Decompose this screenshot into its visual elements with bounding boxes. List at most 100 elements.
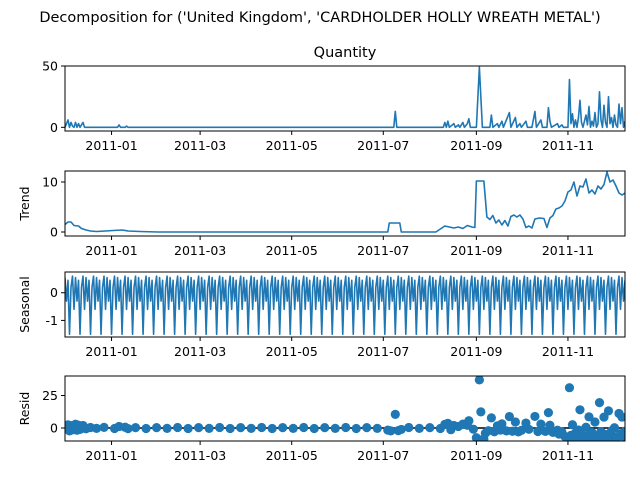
x-tick-label: 2011-09	[450, 138, 502, 153]
resid-point	[123, 424, 133, 434]
x-tick-label: 2011-03	[174, 448, 226, 463]
resid-point	[497, 419, 507, 429]
resid-point	[204, 423, 214, 433]
resid-point	[603, 406, 614, 416]
y-axis-label: Trend	[17, 186, 32, 221]
plot-area	[65, 171, 625, 233]
resid-point	[330, 423, 340, 433]
resid-point	[524, 424, 534, 434]
resid-point	[584, 412, 594, 422]
x-tick-label: 2011-05	[266, 448, 318, 463]
resid-point	[510, 417, 520, 427]
resid-point	[414, 423, 424, 433]
y-tick-label: 50	[42, 59, 58, 74]
resid-point	[504, 411, 514, 422]
resid-point	[620, 426, 625, 436]
y-tick-label: 0	[50, 120, 58, 135]
resid-point	[91, 423, 102, 433]
resid-point	[609, 423, 620, 433]
resid-point	[575, 405, 585, 415]
panel-4: Resid 0 25 2011-01 2011-03 2011-05 2011-07 2011…	[17, 375, 626, 463]
x-tick-label: 2011-09	[450, 448, 502, 463]
x-tick-label: 2011-03	[174, 344, 226, 359]
x-tick-label: 2011-09	[450, 344, 502, 359]
y-axis-label: Resid	[17, 392, 32, 426]
resid-point	[476, 407, 486, 417]
x-tick-label: 2011-03	[174, 243, 226, 258]
x-tick-label: 2011-07	[357, 243, 409, 258]
resid-point	[236, 423, 246, 433]
series-line	[65, 66, 625, 129]
x-tick-label: 2011-01	[85, 138, 137, 153]
resid-point	[225, 423, 235, 434]
resid-point	[543, 408, 554, 418]
y-tick-label: -1	[46, 313, 58, 328]
resid-point	[533, 426, 543, 437]
resid-point	[468, 424, 478, 434]
resid-point	[141, 423, 151, 434]
x-tick-label: 2011-07	[357, 138, 409, 153]
y-tick-label: 25	[42, 388, 58, 403]
x-tick-label: 2011-11	[542, 448, 594, 463]
resid-point	[486, 413, 496, 423]
resid-point	[183, 423, 193, 434]
x-tick-label: 2011-03	[174, 138, 226, 153]
plot-area	[65, 66, 625, 129]
panel-1: Quantity 0 50 2011-01 2011-03 2011-05 2011-07 2…	[42, 45, 626, 153]
resid-point	[516, 425, 527, 435]
resid-point	[278, 423, 288, 433]
panels-group: Quantity 0 50 2011-01 2011-03 2011-05 2011-07 2…	[17, 45, 626, 463]
resid-point	[341, 422, 351, 433]
plot-area	[65, 376, 625, 441]
x-tick-label: 2011-09	[450, 243, 502, 258]
resid-point	[173, 422, 183, 433]
x-tick-label: 2011-05	[266, 243, 318, 258]
x-tick-label: 2011-07	[357, 344, 409, 359]
resid-point	[130, 423, 141, 433]
resid-point	[351, 423, 361, 434]
x-tick-label: 2011-01	[85, 344, 137, 359]
series-line	[65, 275, 625, 336]
resid-point	[99, 422, 109, 432]
resid-point	[474, 376, 484, 385]
resid-point	[617, 412, 625, 422]
resid-point	[567, 420, 578, 430]
resid-point	[545, 420, 555, 430]
resid-point	[536, 419, 546, 429]
plot-area	[65, 275, 625, 336]
resid-point	[590, 417, 600, 427]
resid-point	[581, 422, 591, 432]
resid-point	[530, 411, 540, 422]
x-tick-label: 2011-05	[266, 344, 318, 359]
x-tick-label: 2011-07	[357, 448, 409, 463]
x-tick-label: 2011-11	[542, 138, 594, 153]
y-tick-label: 0	[50, 421, 58, 436]
resid-point	[257, 422, 267, 433]
axes-frame	[64, 375, 626, 442]
resid-point	[564, 383, 575, 393]
resid-point	[320, 423, 330, 433]
resid-point	[299, 422, 309, 433]
resid-point	[215, 422, 225, 433]
resid-point	[396, 424, 406, 435]
axes-frame	[64, 65, 626, 132]
resid-point	[404, 422, 414, 433]
resid-point	[151, 423, 162, 433]
y-tick-label: 10	[42, 175, 58, 190]
resid-point	[162, 423, 172, 433]
resid-point	[246, 423, 256, 433]
x-tick-label: 2011-05	[266, 138, 318, 153]
panel-2: Trend 0 10 2011-01 2011-03 2011-05 2011-07 2011…	[17, 170, 626, 258]
x-tick-label: 2011-11	[542, 243, 594, 258]
y-tick-label: 0	[50, 285, 58, 300]
figure-suptitle: Decomposition for ('United Kingdom', 'CA…	[39, 10, 600, 26]
resid-point	[309, 423, 319, 434]
resid-point	[267, 423, 277, 434]
y-tick-label: 0	[50, 225, 58, 240]
resid-point	[372, 423, 382, 433]
resid-point	[425, 423, 435, 433]
x-tick-label: 2011-01	[85, 448, 137, 463]
resid-point	[386, 426, 396, 436]
panel-title: Quantity	[314, 45, 377, 61]
